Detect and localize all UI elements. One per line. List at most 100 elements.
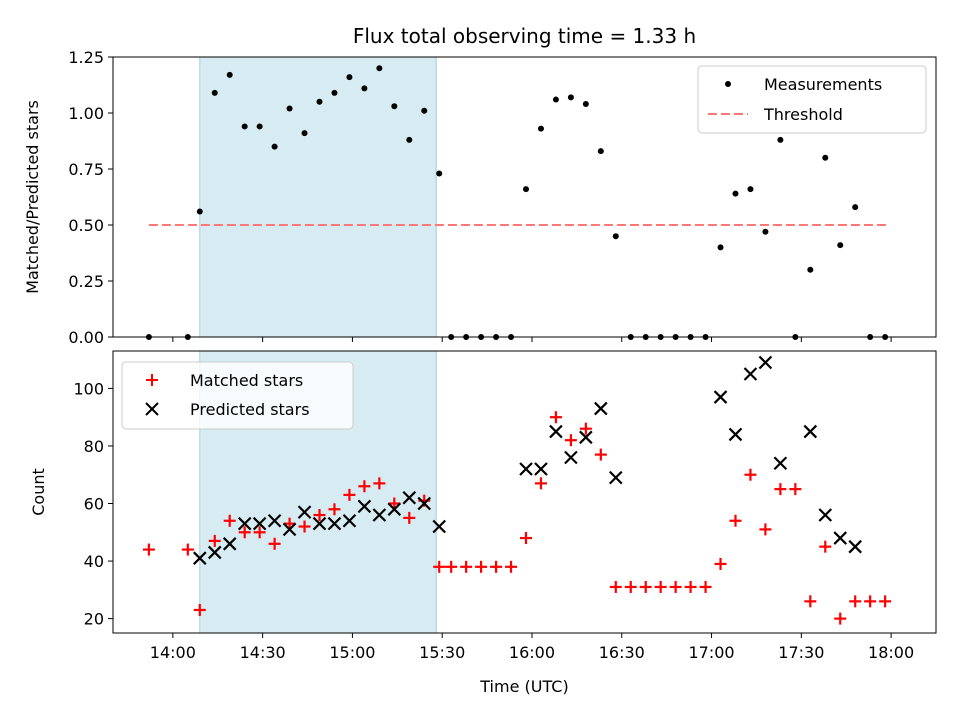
matched-star-point — [358, 480, 371, 493]
matched-star-point — [223, 514, 236, 527]
legend-matched-label: Matched stars — [190, 371, 303, 390]
predicted-star-point — [519, 462, 533, 476]
matched-star-point — [564, 434, 577, 447]
top-y-tick-label-3: 0.75 — [68, 160, 104, 179]
matched-star-point — [253, 526, 266, 539]
measurement-point — [537, 125, 544, 132]
top-y-tick-label-1: 0.25 — [68, 272, 104, 291]
chart-title: Flux total observing time = 1.33 h — [353, 24, 696, 48]
matched-star-point — [549, 411, 562, 424]
predicted-star-point — [312, 516, 327, 531]
bottom-y-axis-label: Count — [29, 468, 48, 516]
matched-star-point — [744, 468, 757, 481]
measurement-point — [406, 136, 413, 143]
measurement-point — [612, 233, 619, 240]
legend-matched-marker — [146, 374, 158, 386]
matched-star-point — [208, 534, 221, 547]
predicted-star-point — [579, 430, 593, 445]
top-legend: Measurements Threshold — [697, 65, 927, 134]
legend-predicted-marker — [145, 402, 159, 416]
predicted-star-point — [252, 516, 267, 531]
measurement-point — [331, 89, 338, 96]
measurement-point — [762, 228, 769, 235]
measurement-point — [226, 71, 233, 78]
matched-star-point — [849, 595, 862, 608]
top-legend-box — [697, 65, 927, 134]
measurement-point — [597, 148, 604, 155]
measurements-series — [145, 65, 889, 340]
predicted-stars-series — [193, 355, 862, 565]
predicted-star-point — [417, 496, 432, 511]
predicted-star-point — [342, 513, 357, 528]
matched-star-point — [283, 517, 296, 530]
top-y-tick-label-4: 1.00 — [68, 104, 104, 123]
measurement-point — [732, 190, 739, 197]
x-tick-label-8: 18:00 — [868, 643, 914, 662]
bottom-y-tick-label-3: 80 — [84, 437, 104, 456]
measurement-point — [301, 130, 308, 137]
bottom-y-tick-label-0: 20 — [84, 610, 104, 629]
top-axis-ticks: 0.00 0.25 0.50 0.75 1.00 1.25 — [68, 48, 892, 347]
predicted-star-point — [327, 516, 342, 531]
matched-star-point — [238, 526, 251, 539]
predicted-star-point — [833, 531, 848, 545]
measurement-point — [777, 136, 784, 143]
measurement-point — [837, 242, 844, 249]
measurement-point — [391, 103, 398, 110]
predicted-star-point — [848, 539, 862, 554]
matched-star-point — [579, 422, 592, 435]
top-y-axis-label: Matched/Predicted stars — [23, 100, 42, 294]
measurement-point — [196, 208, 203, 215]
predicted-star-point — [297, 505, 312, 519]
predicted-star-point — [818, 508, 833, 522]
x-tick-label-4: 16:00 — [509, 643, 555, 662]
predicted-star-point — [237, 516, 252, 531]
matched-star-point — [774, 483, 787, 496]
matched-star-point — [879, 595, 892, 608]
matched-star-point — [403, 511, 416, 524]
measurement-point — [552, 96, 559, 103]
matched-star-point — [834, 612, 847, 625]
measurement-point — [522, 186, 529, 193]
matched-star-point — [654, 580, 667, 593]
measurement-point — [717, 244, 724, 251]
matched-star-point — [460, 560, 473, 573]
bottom-y-tick-label-1: 40 — [84, 552, 104, 571]
measurement-point — [747, 186, 754, 193]
matched-star-point — [639, 580, 652, 593]
matched-star-point — [864, 595, 877, 608]
predicted-star-point — [728, 427, 743, 442]
matched-star-point — [268, 537, 281, 550]
bottom-legend-box — [121, 361, 354, 430]
measurement-point — [807, 266, 814, 273]
x-tick-label-3: 15:30 — [419, 643, 465, 662]
measurement-point — [376, 65, 383, 72]
matched-star-point — [433, 560, 446, 573]
matched-star-point — [445, 560, 458, 573]
matched-star-point — [804, 595, 817, 608]
measurement-point — [421, 107, 428, 114]
matched-star-point — [534, 477, 547, 490]
top-shaded-region — [199, 56, 437, 338]
predicted-star-point — [282, 522, 297, 537]
matched-star-point — [699, 580, 712, 593]
matched-star-point — [193, 603, 206, 616]
matched-star-point — [181, 543, 194, 556]
matched-star-point — [142, 543, 155, 556]
matched-star-point — [519, 532, 532, 545]
measurement-point — [241, 123, 248, 130]
matched-stars-series — [142, 411, 892, 625]
measurement-point — [346, 74, 353, 81]
predicted-star-point — [773, 456, 788, 471]
measurement-point — [852, 204, 859, 211]
predicted-star-point — [594, 401, 608, 416]
measurement-point — [436, 170, 443, 177]
matched-star-point — [490, 560, 503, 573]
predicted-star-point — [357, 499, 372, 514]
measurement-point — [822, 154, 829, 161]
predicted-star-point — [207, 545, 222, 560]
predicted-star-point — [609, 470, 623, 485]
predicted-star-point — [758, 355, 773, 370]
top-y-tick-label-0: 0.00 — [68, 328, 104, 347]
